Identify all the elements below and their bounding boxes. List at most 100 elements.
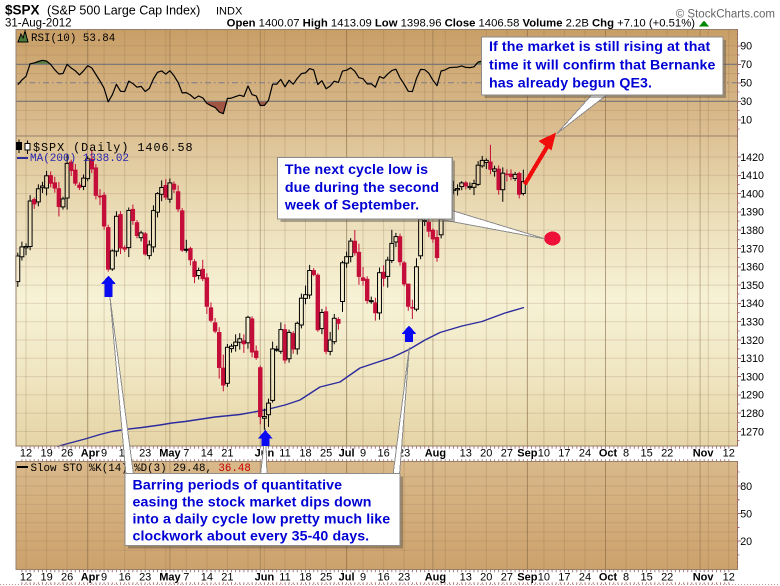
svg-text:1290: 1290 — [740, 390, 764, 402]
svg-text:24: 24 — [579, 448, 591, 460]
svg-text:week of September.: week of September. — [284, 198, 419, 214]
svg-text:20: 20 — [480, 448, 492, 460]
svg-text:9: 9 — [101, 572, 107, 584]
svg-text:21: 21 — [221, 572, 233, 584]
svg-text:10: 10 — [538, 448, 550, 460]
svg-text:Open 1400.07 High 1413.09 Low: Open 1400.07 High 1413.09 Low 1398.96 Cl… — [227, 18, 696, 30]
svg-text:23: 23 — [398, 572, 410, 584]
svg-text:7: 7 — [183, 572, 189, 584]
svg-text:25: 25 — [320, 572, 332, 584]
svg-text:Jul: Jul — [339, 572, 355, 584]
svg-text:1380: 1380 — [740, 225, 764, 237]
svg-text:10: 10 — [538, 572, 550, 584]
svg-text:23: 23 — [139, 572, 151, 584]
svg-text:12: 12 — [20, 448, 32, 460]
svg-text:1320: 1320 — [740, 335, 764, 347]
svg-text:1350: 1350 — [740, 280, 764, 292]
svg-text:Sep: Sep — [517, 572, 537, 584]
svg-text:22: 22 — [661, 572, 673, 584]
svg-text:into a daily cycle low pretty: into a daily cycle low pretty much like — [133, 511, 391, 527]
svg-text:1400: 1400 — [740, 188, 764, 200]
svg-text:easing the stock market dips d: easing the stock market dips down — [133, 494, 372, 510]
svg-text:1420: 1420 — [740, 152, 764, 164]
svg-text:1300: 1300 — [740, 371, 764, 383]
svg-text:Nov: Nov — [693, 448, 715, 460]
svg-text:May: May — [159, 572, 181, 584]
svg-text:13: 13 — [460, 448, 472, 460]
svg-text:1280: 1280 — [740, 408, 764, 420]
svg-text:17: 17 — [558, 572, 570, 584]
svg-text:Apr: Apr — [81, 572, 101, 584]
svg-text:Oct: Oct — [599, 572, 618, 584]
svg-text:27: 27 — [501, 572, 513, 584]
svg-text:Slow STO %K(14),%D(3) 29.48, 3: Slow STO %K(14),%D(3) 29.48, 36.48 — [31, 463, 251, 475]
svg-text:If the market is still rising: If the market is still rising at that — [489, 39, 710, 55]
svg-text:26: 26 — [61, 448, 73, 460]
svg-text:15: 15 — [640, 448, 652, 460]
svg-text:30: 30 — [740, 96, 752, 108]
svg-text:12: 12 — [723, 572, 735, 584]
svg-text:Jul: Jul — [339, 448, 355, 460]
svg-text:24: 24 — [579, 572, 591, 584]
svg-text:MA(200) 1338.02: MA(200) 1338.02 — [30, 153, 129, 165]
svg-text:27: 27 — [501, 448, 513, 460]
svg-text:26: 26 — [61, 572, 73, 584]
svg-text:9: 9 — [360, 448, 366, 460]
svg-text:18: 18 — [299, 572, 311, 584]
svg-text:7: 7 — [183, 448, 189, 460]
svg-text:1390: 1390 — [740, 207, 764, 219]
svg-text:© StockCharts.com: © StockCharts.com — [676, 9, 775, 21]
svg-text:(S&P 500 Large Cap Index): (S&P 500 Large Cap Index) — [47, 4, 200, 18]
svg-text:50: 50 — [740, 78, 752, 90]
svg-text:19: 19 — [40, 448, 52, 460]
svg-text:15: 15 — [640, 572, 652, 584]
svg-text:Apr: Apr — [81, 448, 101, 460]
svg-text:70: 70 — [740, 59, 752, 71]
svg-text:14: 14 — [201, 448, 213, 460]
svg-text:11: 11 — [279, 448, 290, 460]
svg-text:$SPX: $SPX — [5, 3, 40, 18]
svg-text:12: 12 — [723, 448, 735, 460]
svg-text:8: 8 — [623, 448, 629, 460]
svg-text:May: May — [159, 448, 181, 460]
svg-text:$SPX (Daily) 1406.58: $SPX (Daily) 1406.58 — [33, 141, 194, 155]
svg-text:18: 18 — [299, 448, 311, 460]
svg-text:10: 10 — [740, 115, 752, 127]
svg-text:Sep: Sep — [517, 448, 537, 460]
svg-text:13: 13 — [460, 572, 472, 584]
svg-text:20: 20 — [740, 536, 752, 548]
svg-text:23: 23 — [139, 448, 151, 460]
svg-text:The next cycle low is: The next cycle low is — [285, 162, 428, 178]
svg-text:has already begun QE3.: has already begun QE3. — [489, 75, 652, 91]
svg-text:17: 17 — [558, 448, 570, 460]
svg-text:20: 20 — [480, 572, 492, 584]
svg-text:1310: 1310 — [740, 353, 764, 365]
svg-text:Oct: Oct — [599, 448, 618, 460]
svg-text:1410: 1410 — [740, 170, 764, 182]
svg-text:11: 11 — [279, 572, 290, 584]
svg-text:9: 9 — [360, 572, 366, 584]
svg-text:1270: 1270 — [740, 426, 764, 438]
svg-text:16: 16 — [377, 572, 389, 584]
svg-text:Jun: Jun — [255, 572, 275, 584]
svg-text:25: 25 — [320, 448, 332, 460]
svg-text:Nov: Nov — [693, 572, 715, 584]
svg-text:clockwork about every 35-40 da: clockwork about every 35-40 days. — [133, 528, 370, 544]
svg-text:Barring periods of quantitativ: Barring periods of quantitative — [133, 477, 343, 493]
svg-text:Aug: Aug — [425, 448, 446, 460]
svg-text:22: 22 — [661, 448, 673, 460]
svg-text:Aug: Aug — [425, 572, 446, 584]
svg-text:12: 12 — [20, 572, 32, 584]
svg-text:9: 9 — [101, 448, 107, 460]
svg-text:19: 19 — [40, 572, 52, 584]
svg-text:21: 21 — [221, 448, 233, 460]
svg-text:8: 8 — [623, 572, 629, 584]
svg-text:16: 16 — [377, 448, 389, 460]
svg-text:16: 16 — [119, 572, 131, 584]
svg-text:1370: 1370 — [740, 243, 764, 255]
svg-text:due during the second: due during the second — [285, 180, 439, 196]
svg-text:50: 50 — [740, 508, 752, 520]
svg-text:1360: 1360 — [740, 262, 764, 274]
svg-text:1330: 1330 — [740, 317, 764, 329]
svg-text:1340: 1340 — [740, 298, 764, 310]
